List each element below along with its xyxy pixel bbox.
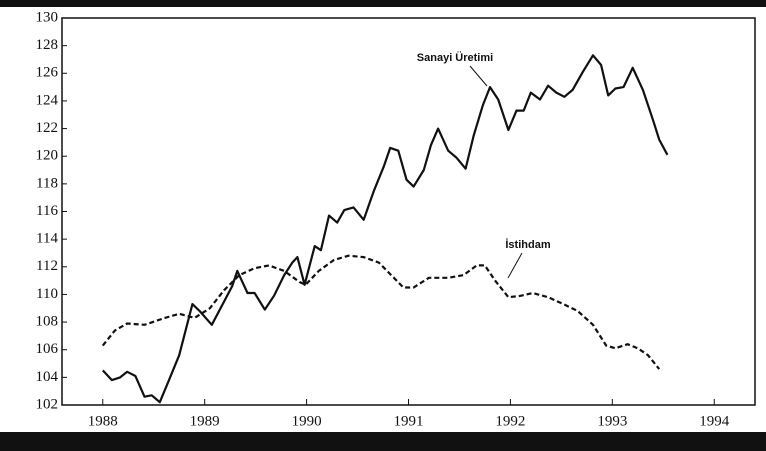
series-annotation: İstihdam [505,238,550,251]
y-tick-label: 106 [36,341,59,357]
x-tick-label: 1990 [292,413,322,429]
scan-edge [0,0,766,7]
scan-edge [0,432,766,451]
x-tick-label: 1991 [394,413,424,429]
series-annotation: Sanayi Üretimi [417,51,493,64]
leader-line [469,65,488,87]
y-tick-label: 130 [36,9,59,25]
y-tick-label: 104 [36,369,59,385]
y-tick-label: 102 [36,396,59,412]
series-line [101,54,669,404]
y-tick-label: 118 [36,175,58,191]
plot-frame [61,17,756,406]
y-tick-label: 110 [36,286,58,302]
y-tick-label: 126 [36,65,59,81]
y-tick-label: 116 [36,203,58,219]
y-tick-label: 124 [36,92,59,108]
y-tick-label: 122 [36,120,59,136]
x-tick-label: 1988 [88,413,118,429]
y-tick-label: 112 [36,258,58,274]
x-tick-label: 1994 [699,413,730,429]
x-tick-label: 1989 [190,413,220,429]
y-tick-label: 108 [36,314,59,330]
y-tick-label: 120 [36,148,59,164]
x-tick-label: 1992 [495,413,525,429]
x-tick-label: 1993 [597,413,627,429]
y-tick-label: 128 [36,37,59,53]
y-tick-label: 114 [36,231,58,247]
series-line [101,254,661,370]
leader-line [507,252,523,279]
